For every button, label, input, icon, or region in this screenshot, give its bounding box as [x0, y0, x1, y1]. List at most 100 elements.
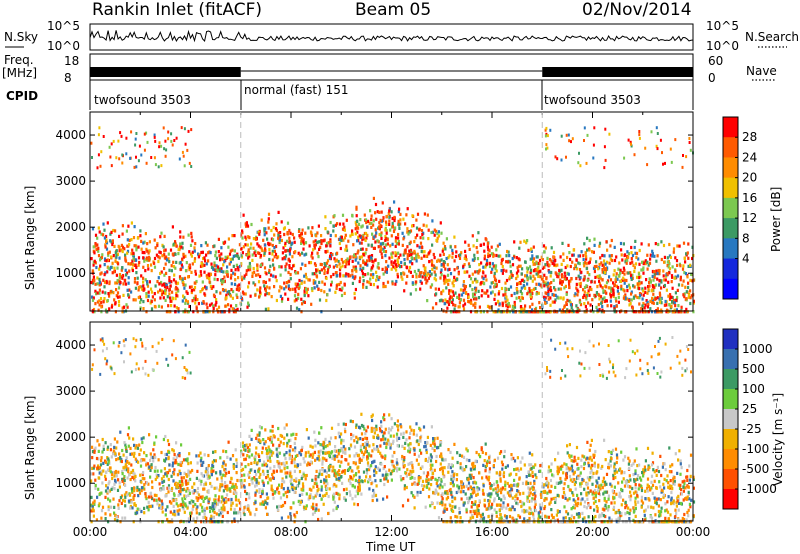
echo-cell	[547, 289, 550, 294]
echo-cell	[119, 496, 122, 500]
echo-cell	[298, 253, 302, 257]
echo-cell	[519, 499, 522, 504]
echo-cell	[263, 251, 266, 255]
echo-cell	[395, 469, 399, 473]
echo-cell	[105, 239, 108, 243]
echo-cell	[516, 502, 519, 506]
echo-cell	[530, 247, 533, 251]
echo-cell	[184, 308, 187, 312]
echo-cell	[182, 310, 185, 314]
echo-cell	[127, 276, 130, 280]
echo-cell	[323, 262, 326, 266]
echo-cell	[593, 508, 596, 512]
echo-cell	[154, 163, 157, 167]
echo-cell	[286, 433, 289, 437]
echo-cell	[116, 279, 119, 283]
echo-cell	[265, 447, 268, 451]
echo-cell	[633, 285, 636, 289]
echo-cell	[471, 234, 474, 238]
echo-cell	[383, 477, 386, 481]
echo-cell	[668, 470, 671, 474]
echo-cell	[135, 132, 138, 135]
echo-cell	[158, 256, 161, 260]
echo-cell	[285, 262, 288, 266]
echo-cell	[518, 310, 521, 314]
echo-cell	[370, 221, 373, 225]
echo-cell	[475, 280, 478, 284]
echo-cell	[394, 226, 397, 230]
echo-cell	[453, 307, 456, 311]
echo-cell	[607, 494, 610, 498]
echo-cell	[507, 260, 510, 264]
echo-cell	[482, 265, 485, 269]
echo-cell	[583, 290, 586, 294]
echo-cell	[677, 304, 680, 308]
echo-cell	[285, 475, 288, 479]
echo-cell	[461, 482, 465, 486]
echo-cell	[355, 223, 358, 227]
echo-cell	[100, 516, 103, 520]
echo-cell	[362, 279, 365, 283]
echo-cell	[229, 304, 233, 308]
echo-cell	[604, 458, 607, 462]
echo-cell	[228, 308, 231, 312]
echo-cell	[275, 244, 278, 249]
echo-cell	[528, 305, 532, 309]
echo-cell	[177, 310, 180, 314]
echo-cell	[545, 126, 548, 130]
echo-cell	[551, 293, 554, 297]
echo-cell	[103, 263, 106, 267]
echo-cell	[375, 231, 378, 235]
echo-cell	[288, 249, 291, 253]
echo-cell	[605, 472, 609, 476]
echo-cell	[163, 459, 167, 463]
echo-cell	[657, 469, 661, 474]
echo-cell	[214, 303, 217, 307]
echo-cell	[125, 464, 128, 469]
nsky-label: N.Sky	[4, 30, 39, 44]
echo-cell	[659, 293, 662, 297]
echo-cell	[508, 260, 511, 264]
echo-cell	[563, 505, 566, 509]
echo-cell	[628, 474, 631, 478]
echo-cell	[495, 269, 498, 273]
echo-cell	[653, 275, 656, 279]
echo-cell	[147, 251, 150, 255]
echo-cell	[164, 434, 167, 439]
echo-cell	[114, 259, 117, 263]
echo-cell	[338, 222, 342, 226]
echo-cell	[404, 222, 407, 226]
echo-cell	[340, 460, 343, 464]
echo-cell	[561, 464, 564, 468]
echo-cell	[689, 148, 692, 152]
echo-cell	[549, 274, 552, 278]
echo-cell	[493, 274, 496, 278]
echo-cell	[485, 258, 489, 263]
echo-cell	[599, 276, 602, 280]
echo-cell	[419, 241, 423, 245]
echo-cell	[451, 298, 454, 302]
echo-cell	[647, 303, 650, 307]
echo-cell	[94, 233, 98, 237]
echo-cell	[240, 247, 243, 251]
echo-cell	[689, 505, 692, 509]
echo-cell	[137, 295, 140, 300]
echo-cell	[295, 479, 298, 483]
echo-cell	[596, 274, 599, 278]
echo-cell	[427, 237, 430, 241]
echo-cell	[146, 249, 149, 253]
echo-cell	[642, 271, 645, 275]
echo-cell	[145, 497, 148, 501]
echo-cell	[304, 474, 307, 478]
echo-cell	[630, 277, 633, 281]
echo-cell	[244, 235, 247, 239]
echo-cell	[427, 272, 430, 276]
echo-cell	[121, 245, 125, 249]
echo-cell	[322, 446, 325, 450]
echo-cell	[344, 498, 347, 502]
echo-cell	[667, 310, 670, 314]
echo-cell	[362, 266, 365, 270]
echo-cell	[207, 251, 210, 255]
echo-cell	[592, 490, 595, 494]
echo-cell	[345, 246, 348, 250]
